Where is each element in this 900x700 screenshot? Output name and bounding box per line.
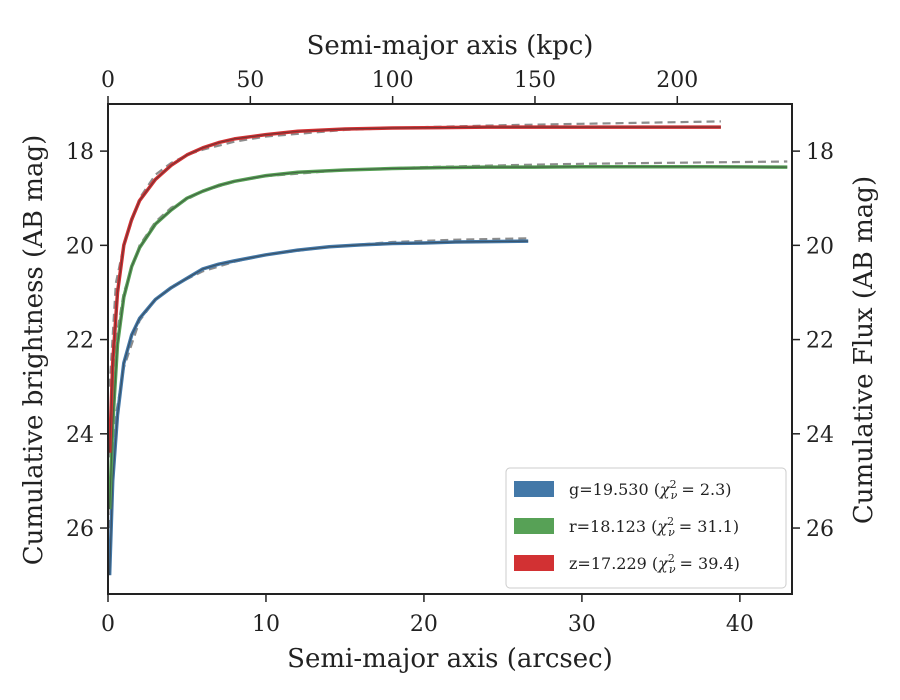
y-axis-title-left: Cumulative brightness (AB mag) (19, 135, 49, 566)
plot-frame (107, 103, 793, 595)
y-tick-label-left: 20 (66, 234, 94, 259)
series-line-z (107, 125, 721, 453)
y-tick-label-left: 18 (66, 140, 94, 165)
x-tick-label-bottom: 40 (726, 612, 754, 637)
legend-label: z=17.229 (χ2 ν = 39.4) (569, 552, 740, 576)
y-tick-label-right: 24 (806, 423, 834, 448)
series-line-r (107, 164, 788, 510)
y-tick-label-left: 26 (66, 517, 94, 542)
model-curves (108, 120, 788, 529)
series-line-core-g (109, 240, 529, 576)
legend-swatch (514, 518, 554, 534)
series-line-g (107, 239, 529, 576)
y-tick-label-right: 18 (806, 140, 834, 165)
legend-label: g=19.530 (χ2 ν = 2.3) (569, 478, 732, 502)
x-axis-title-top: Semi-major axis (kpc) (307, 31, 594, 61)
x-tick-label-top: 50 (236, 68, 264, 93)
y-axis-title-right: Cumulative Flux (AB mag) (849, 176, 879, 524)
y-tick-label-right: 22 (806, 329, 834, 354)
axes: 0 10 20 30 40 0 50 100 150 200 18 18 20 20 22 22 24 24 26 2… (66, 68, 834, 637)
legend-swatch (514, 555, 554, 571)
x-tick-label-top: 100 (372, 68, 414, 93)
model-line-g (108, 237, 529, 529)
legend-box (505, 467, 787, 589)
x-tick-label-bottom: 30 (568, 612, 596, 637)
x-axis-title-bottom: Semi-major axis (arcsec) (287, 644, 613, 674)
model-line-z (108, 120, 721, 387)
x-tick-label-top: 200 (656, 68, 698, 93)
y-tick-label-left: 24 (66, 423, 94, 448)
y-tick-label-right: 20 (806, 234, 834, 259)
x-tick-label-bottom: 0 (101, 612, 115, 637)
y-tick-label-right: 26 (806, 517, 834, 542)
legend-swatch (514, 481, 554, 497)
legend: g=19.530 (χ2 ν = 2.3) r=18.123 (χ2 ν = 31.1) z… (505, 467, 787, 589)
x-tick-label-top: 0 (101, 68, 115, 93)
legend-label: r=18.123 (χ2 ν = 31.1) (569, 515, 739, 539)
model-line-r (108, 160, 788, 458)
x-tick-label-bottom: 10 (252, 612, 280, 637)
series-line-core-z (109, 126, 721, 453)
data-curves (107, 125, 788, 576)
x-tick-label-bottom: 20 (410, 612, 438, 637)
y-tick-label-left: 22 (66, 329, 94, 354)
series-line-core-r (109, 166, 788, 510)
x-tick-label-top: 150 (514, 68, 556, 93)
